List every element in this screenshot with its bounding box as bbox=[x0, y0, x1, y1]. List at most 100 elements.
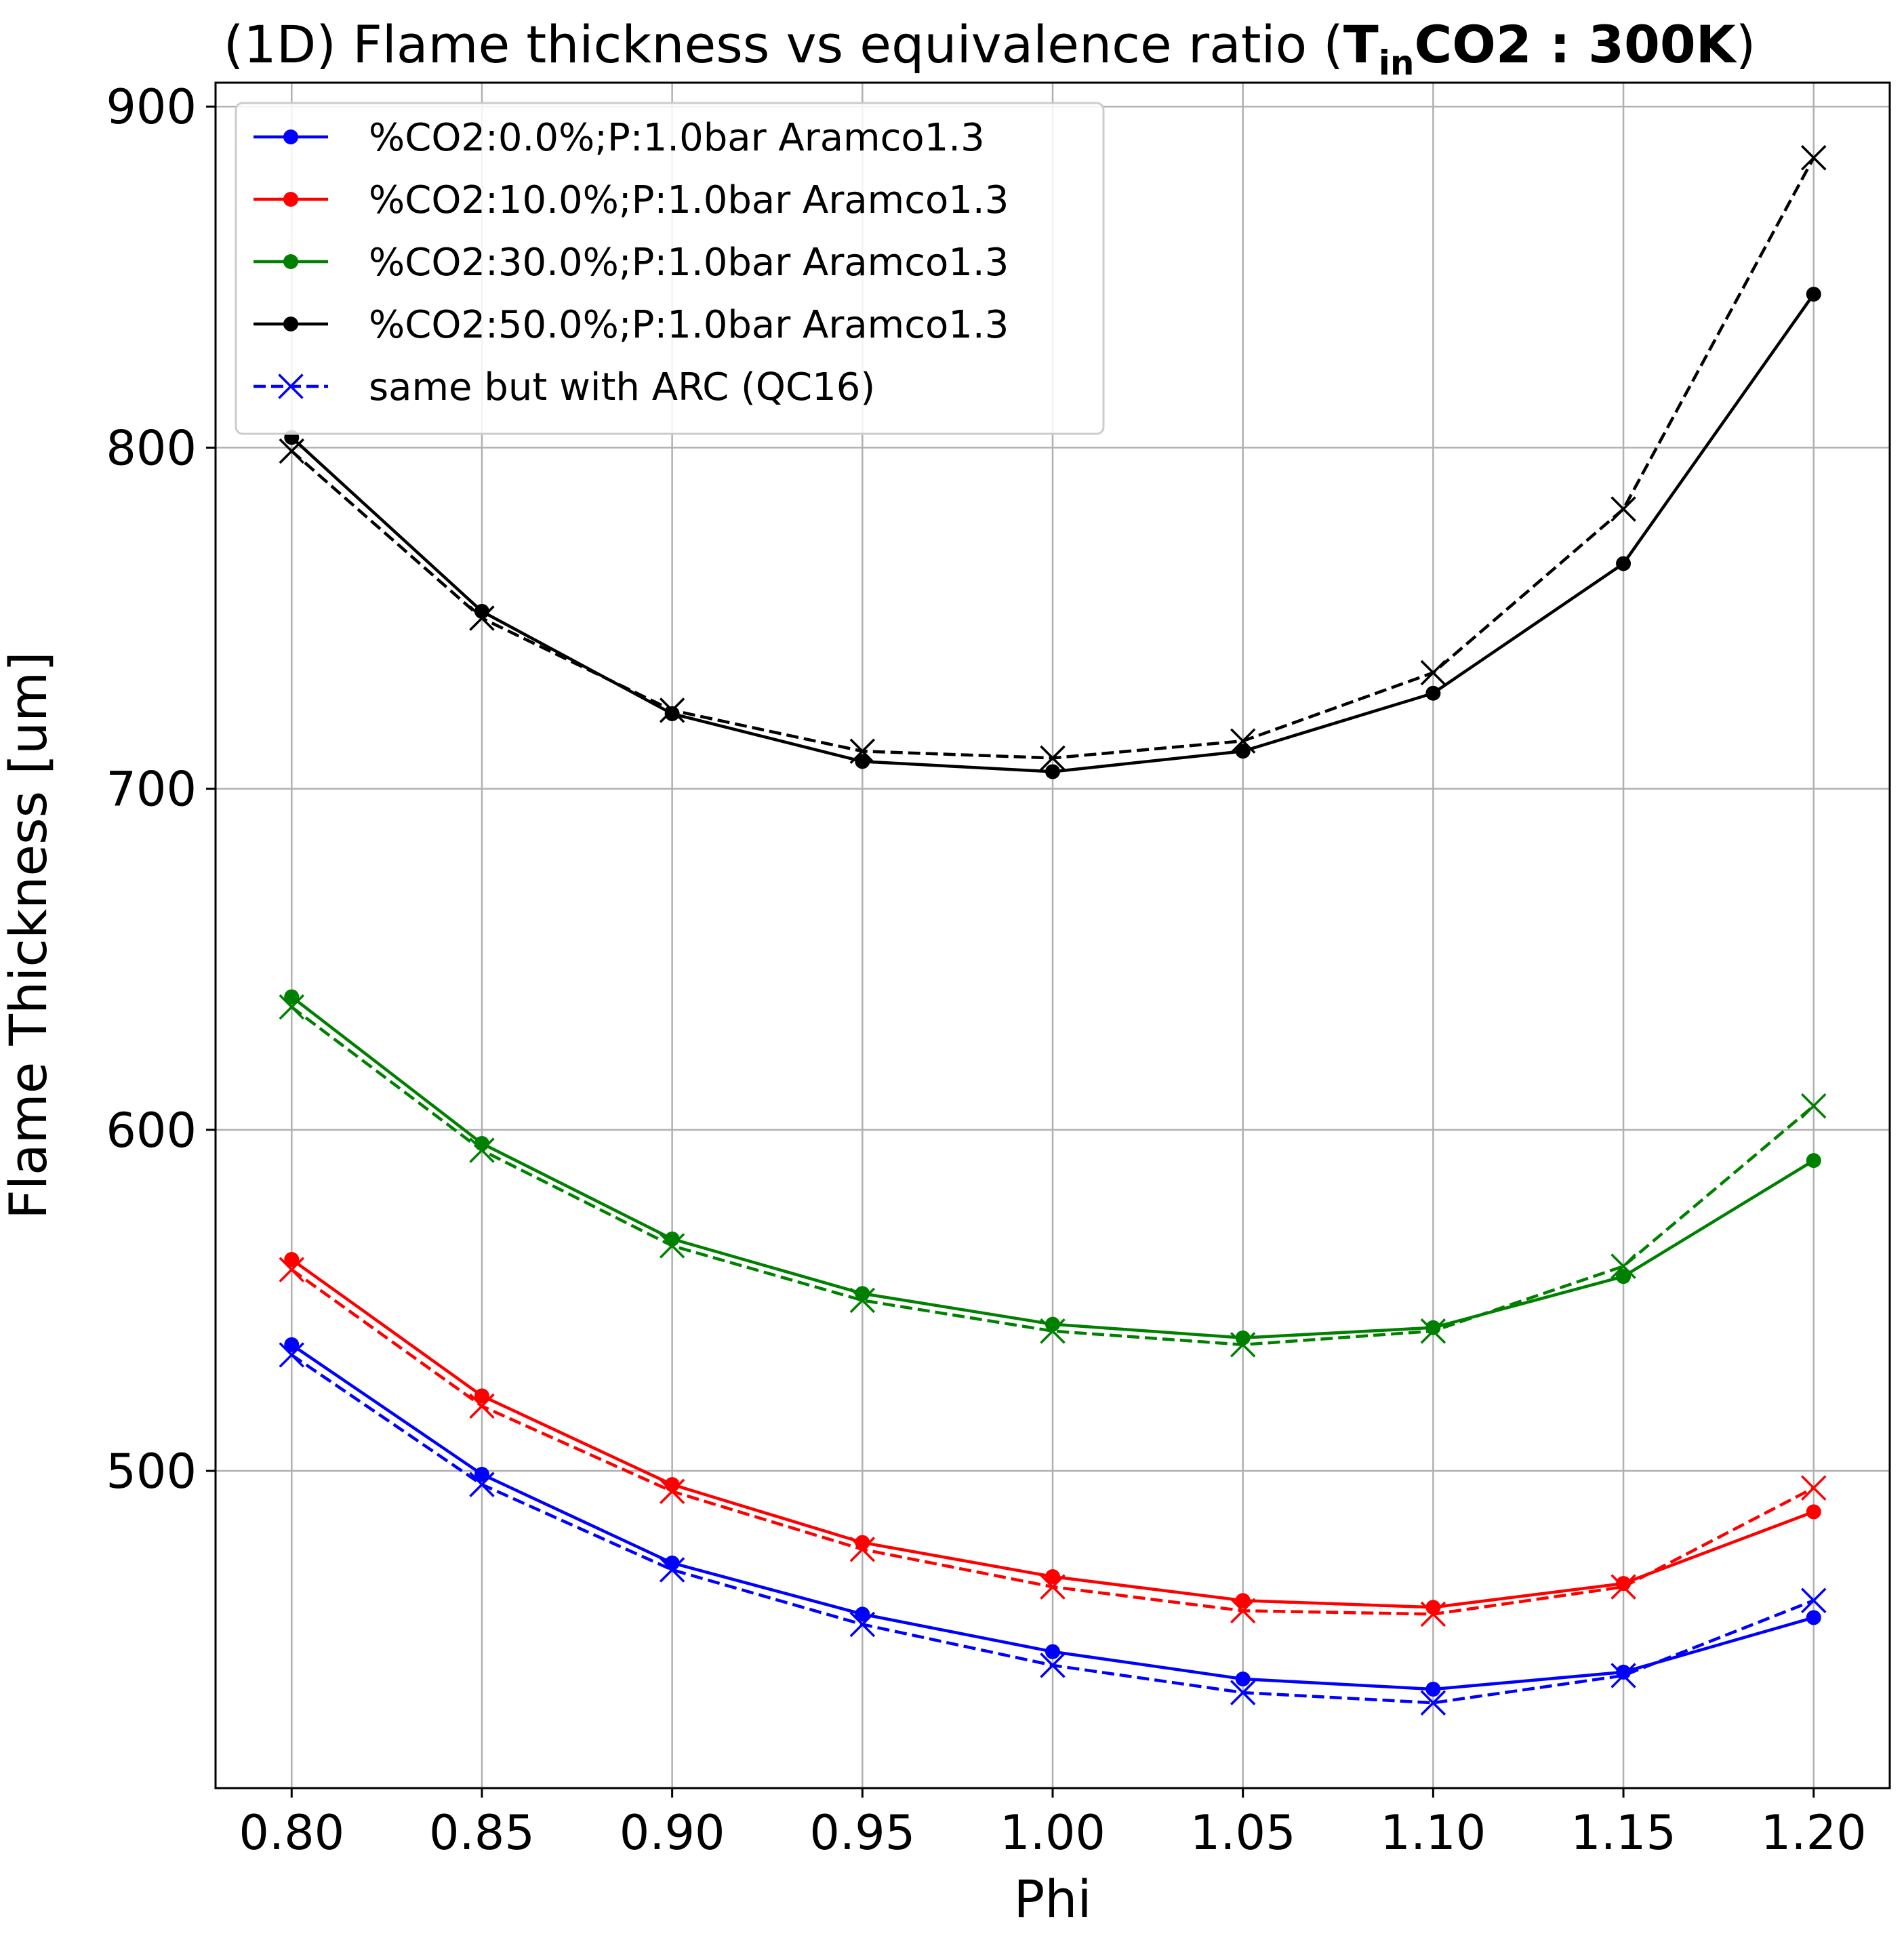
data-point bbox=[1045, 1569, 1060, 1585]
data-point-x bbox=[1420, 1690, 1446, 1716]
data-point-x bbox=[1800, 1475, 1827, 1501]
y-tick-label: 700 bbox=[106, 762, 197, 817]
data-point-x bbox=[469, 1137, 495, 1163]
data-point-x bbox=[659, 1557, 685, 1583]
data-point-x bbox=[1800, 1093, 1827, 1119]
ticks: 0.80 0.85 0.90 0.95 1.00 1.05 1.10 1.15 1.20 500 6… bbox=[106, 79, 1866, 1861]
x-tick-label: 1.10 bbox=[1380, 1805, 1486, 1861]
data-point-x bbox=[659, 1233, 685, 1259]
data-point-x bbox=[279, 994, 305, 1020]
data-point-x bbox=[1800, 1587, 1827, 1613]
data-point-x bbox=[849, 1537, 876, 1562]
data-point-x bbox=[1230, 1598, 1256, 1624]
data-point bbox=[1616, 556, 1632, 571]
y-tick-label: 900 bbox=[106, 79, 197, 135]
data-point bbox=[284, 1252, 300, 1268]
legend-label: %CO2:10.0%;P:1.0bar Aramco1.3 bbox=[369, 178, 1009, 222]
data-point bbox=[1806, 1153, 1821, 1169]
x-tick-label: 1.15 bbox=[1571, 1805, 1676, 1861]
legend-label: %CO2:0.0%;P:1.0bar Aramco1.3 bbox=[369, 116, 985, 160]
y-tick-label: 800 bbox=[106, 420, 197, 476]
data-point-x bbox=[279, 1257, 305, 1282]
x-tick-label: 0.90 bbox=[620, 1805, 725, 1861]
data-point-x bbox=[1420, 660, 1446, 686]
series-7 bbox=[279, 144, 1827, 771]
data-point-x bbox=[278, 373, 304, 399]
x-tick-label: 0.95 bbox=[809, 1805, 915, 1861]
data-point bbox=[1235, 744, 1251, 759]
data-point bbox=[283, 129, 298, 144]
data-point-x bbox=[469, 1472, 495, 1497]
x-tick-label: 1.20 bbox=[1761, 1805, 1867, 1861]
data-point bbox=[283, 254, 298, 269]
data-point bbox=[1806, 286, 1821, 302]
data-point-x bbox=[659, 697, 685, 723]
series-4 bbox=[279, 1342, 1827, 1716]
data-point-x bbox=[1611, 1574, 1636, 1600]
data-point-x bbox=[1230, 1332, 1256, 1358]
data-point-x bbox=[1800, 144, 1827, 171]
x-tick-label: 0.85 bbox=[429, 1805, 535, 1861]
x-axis-label: Phi bbox=[1013, 1869, 1091, 1929]
data-point bbox=[1045, 764, 1060, 779]
legend-entry: %CO2:0.0%;P:1.0bar Aramco1.3 bbox=[254, 116, 985, 160]
data-point bbox=[284, 989, 300, 1005]
series-5 bbox=[279, 1257, 1827, 1627]
data-point-x bbox=[469, 605, 495, 631]
y-axis-label: Flame Thickness [um] bbox=[0, 651, 58, 1219]
y-tick-label: 600 bbox=[106, 1103, 197, 1158]
data-point bbox=[1235, 1593, 1251, 1608]
data-point-x bbox=[1040, 1318, 1066, 1344]
data-point bbox=[1425, 685, 1441, 701]
data-point bbox=[474, 1467, 489, 1482]
x-tick-label: 1.05 bbox=[1190, 1805, 1296, 1861]
data-point-x bbox=[469, 1393, 495, 1419]
data-point-x bbox=[1611, 1663, 1636, 1688]
data-point bbox=[284, 1337, 300, 1352]
series-layer bbox=[279, 144, 1827, 1716]
data-point bbox=[1616, 1576, 1632, 1592]
data-point-x bbox=[279, 1342, 305, 1368]
x-tick-label: 1.00 bbox=[1000, 1805, 1106, 1861]
legend-entry: %CO2:30.0%;P:1.0bar Aramco1.3 bbox=[254, 241, 1009, 285]
data-point bbox=[855, 754, 870, 769]
series-line bbox=[290, 1005, 1815, 1347]
data-point-x bbox=[279, 438, 305, 464]
data-point-x bbox=[849, 738, 876, 765]
data-point bbox=[474, 1388, 489, 1404]
data-point-x bbox=[849, 1287, 876, 1314]
data-point-x bbox=[1611, 496, 1636, 522]
x-tick-label: 0.80 bbox=[239, 1805, 344, 1861]
legend-label: %CO2:50.0%;P:1.0bar Aramco1.3 bbox=[369, 303, 1009, 347]
data-point bbox=[1425, 1682, 1441, 1697]
data-point bbox=[1806, 1610, 1821, 1625]
legend-box bbox=[235, 102, 1105, 435]
y-tick-label: 500 bbox=[106, 1444, 197, 1499]
data-point-x bbox=[1230, 728, 1256, 754]
data-point-x bbox=[1420, 1318, 1446, 1344]
data-point bbox=[1806, 1504, 1821, 1520]
data-point bbox=[283, 192, 298, 207]
legend-entry: %CO2:50.0%;P:1.0bar Aramco1.3 bbox=[254, 303, 1009, 347]
data-point-x bbox=[1040, 1653, 1066, 1678]
data-point bbox=[1045, 1644, 1060, 1659]
legend-entry: same but with ARC (QC16) bbox=[254, 365, 875, 409]
legend-label: %CO2:30.0%;P:1.0bar Aramco1.3 bbox=[369, 241, 1009, 285]
chart-title: (1D) Flame thickness vs equivalence rati… bbox=[224, 14, 1756, 83]
data-point-x bbox=[659, 1478, 685, 1504]
legend-label: same but with ARC (QC16) bbox=[369, 365, 875, 409]
data-point-x bbox=[1420, 1601, 1446, 1627]
data-point-x bbox=[849, 1611, 876, 1638]
data-point bbox=[1616, 1269, 1632, 1284]
data-point-x bbox=[1230, 1680, 1256, 1705]
legend: %CO2:0.0%;P:1.0bar Aramco1.3 %CO2:10.0%;P… bbox=[235, 102, 1105, 435]
data-point-x bbox=[1040, 745, 1066, 771]
legend-entry: %CO2:10.0%;P:1.0bar Aramco1.3 bbox=[254, 178, 1009, 222]
data-point bbox=[855, 1606, 870, 1622]
data-point bbox=[283, 317, 298, 331]
data-point bbox=[1235, 1671, 1251, 1686]
series-6 bbox=[279, 994, 1827, 1358]
data-point-x bbox=[1611, 1253, 1636, 1279]
data-point-x bbox=[1040, 1574, 1066, 1600]
